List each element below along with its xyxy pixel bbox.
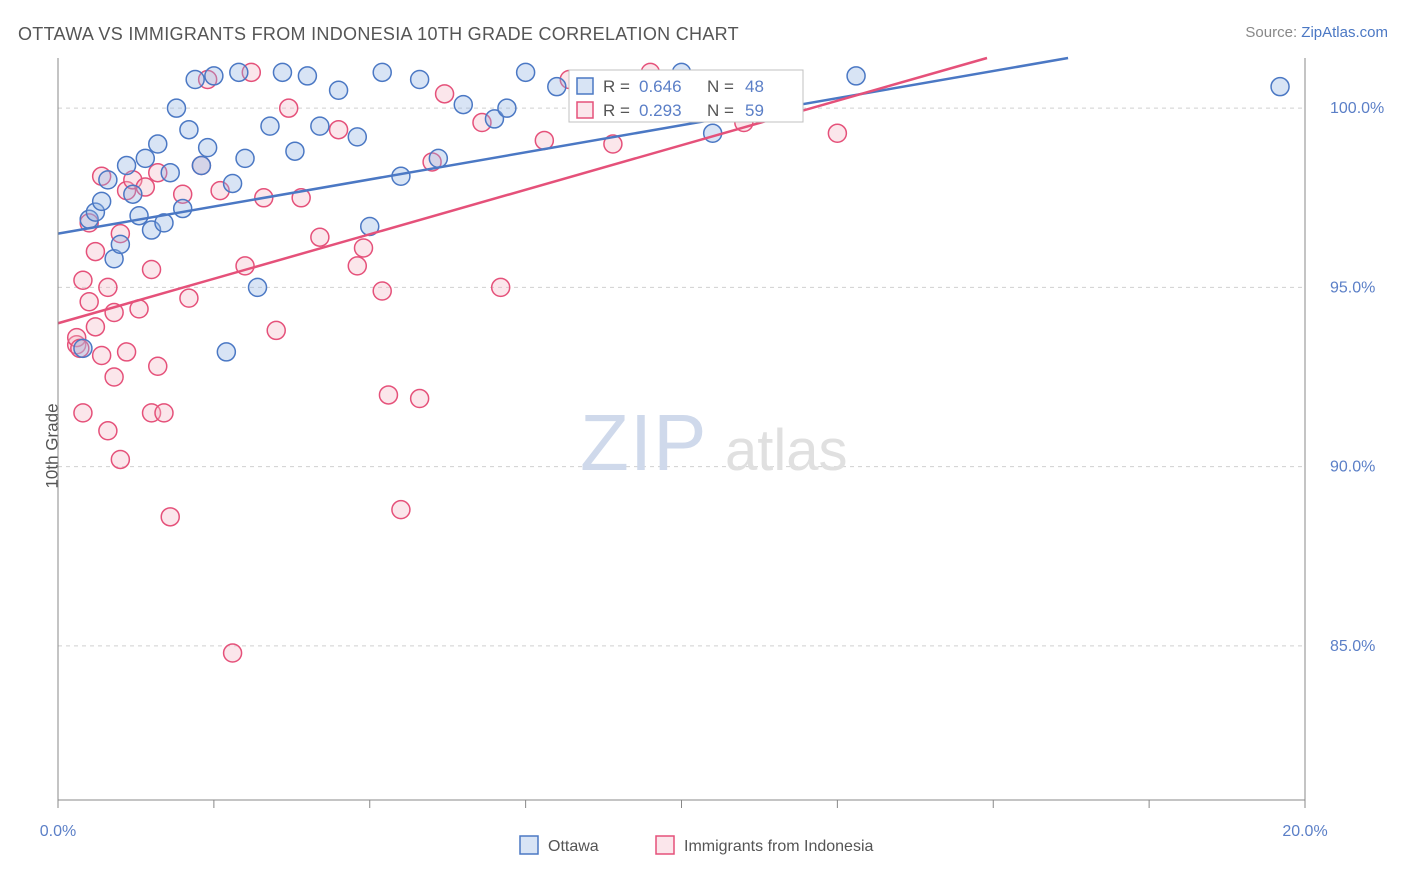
svg-text:0.646: 0.646 [639, 77, 682, 96]
svg-text:N =: N = [707, 101, 734, 120]
svg-text:0.293: 0.293 [639, 101, 682, 120]
svg-text:R =: R = [603, 77, 630, 96]
svg-text:59: 59 [745, 101, 764, 120]
svg-text:95.0%: 95.0% [1330, 279, 1375, 296]
svg-text:20.0%: 20.0% [1282, 823, 1327, 840]
svg-text:Ottawa: Ottawa [548, 838, 599, 855]
svg-text:Immigrants from Indonesia: Immigrants from Indonesia [684, 838, 874, 855]
svg-text:0.0%: 0.0% [40, 823, 76, 840]
svg-text:90.0%: 90.0% [1330, 459, 1375, 476]
svg-text:N =: N = [707, 77, 734, 96]
svg-text:atlas: atlas [725, 418, 848, 483]
chart-svg: 85.0% 90.0% 95.0% 100.0% ZIP atlas 0.0% 20.0% R … [0, 0, 1406, 892]
svg-text:100.0%: 100.0% [1330, 100, 1384, 117]
svg-text:85.0%: 85.0% [1330, 638, 1375, 655]
svg-text:R =: R = [603, 101, 630, 120]
svg-text:ZIP: ZIP [580, 398, 707, 487]
svg-text:48: 48 [745, 77, 764, 96]
